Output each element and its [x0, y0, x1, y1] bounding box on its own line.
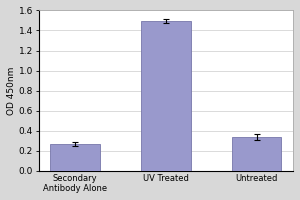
Bar [232, 137, 281, 171]
Y-axis label: OD 450nm: OD 450nm [7, 66, 16, 115]
Bar [50, 144, 100, 171]
Bar [141, 21, 191, 171]
